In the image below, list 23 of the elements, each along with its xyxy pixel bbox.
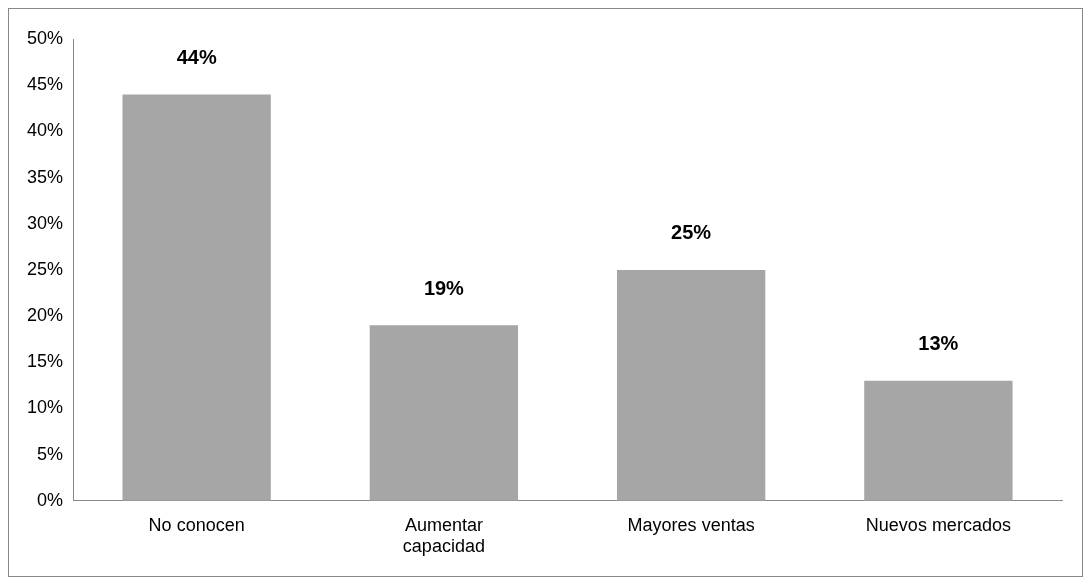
y-tick-label: 0% xyxy=(37,489,64,510)
data-label: 44% xyxy=(176,45,217,68)
y-tick-label: 35% xyxy=(27,166,64,187)
x-tick-label: No conocen xyxy=(148,514,245,535)
y-tick-label: 50% xyxy=(27,27,64,48)
bar xyxy=(122,94,271,501)
y-tick-label: 45% xyxy=(27,74,64,95)
data-label: 25% xyxy=(671,221,712,244)
data-label: 13% xyxy=(918,332,959,355)
y-tick-label: 30% xyxy=(27,212,64,233)
bar xyxy=(369,325,519,501)
y-tick-label: 40% xyxy=(27,120,64,141)
x-tick-label: Mayores ventas xyxy=(627,514,755,535)
bar xyxy=(864,380,1013,501)
bar xyxy=(616,269,766,501)
y-tick-label: 25% xyxy=(27,258,64,279)
y-tick-label: 15% xyxy=(27,351,64,372)
y-tick-label: 20% xyxy=(27,305,64,326)
x-tick-label: Aumentar capacidad xyxy=(402,514,485,557)
x-tick-label: Nuevos mercados xyxy=(865,514,1011,535)
data-label: 19% xyxy=(423,276,465,299)
y-tick-label: 5% xyxy=(37,443,64,464)
y-tick-label: 10% xyxy=(27,397,64,418)
